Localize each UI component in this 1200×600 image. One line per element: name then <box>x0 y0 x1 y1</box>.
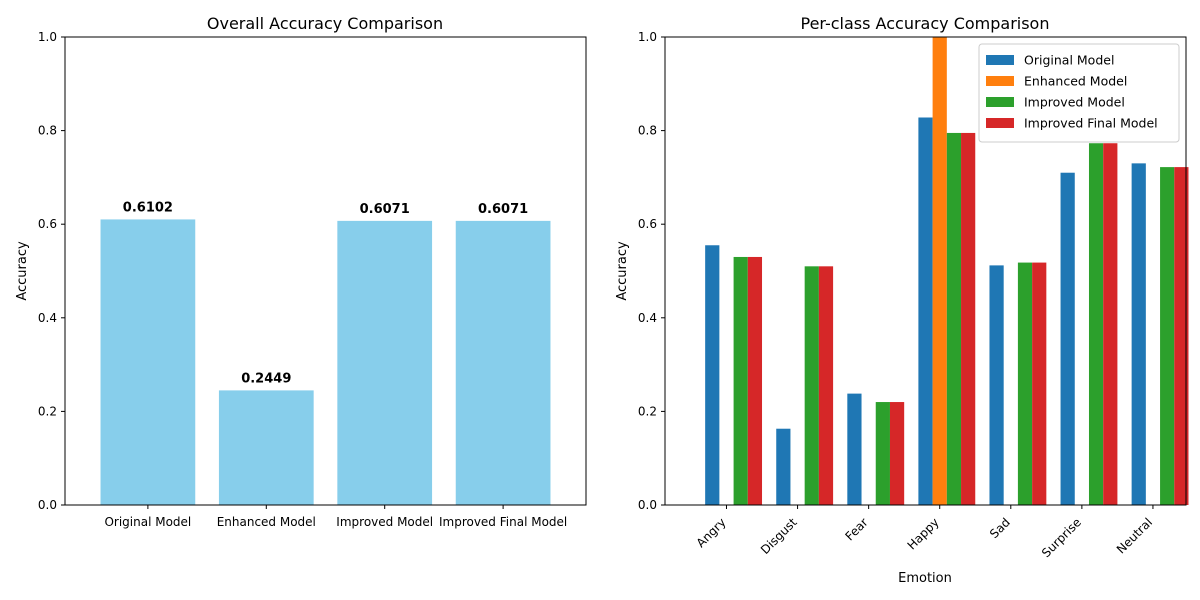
chart2-legend-label: Improved Final Model <box>1024 116 1158 131</box>
chart1-x-tick-label: Improved Final Model <box>439 515 567 529</box>
chart2-x-tick-label: Happy <box>905 515 942 552</box>
chart2-y-tick-label: 0.0 <box>638 498 657 512</box>
chart2-bar <box>747 256 763 505</box>
chart2-x-tick-label: Disgust <box>758 515 800 557</box>
chart1-bar <box>218 390 314 505</box>
chart2-title: Per-class Accuracy Comparison <box>801 14 1050 33</box>
chart2-x-tick-label: Fear <box>843 515 871 543</box>
chart1-axes-frame <box>64 36 587 506</box>
chart2-bars <box>705 37 1189 506</box>
chart2-bar <box>776 428 791 505</box>
chart2-bar <box>804 266 819 505</box>
chart1-x-tick-label: Original Model <box>104 515 191 529</box>
chart2-legend-label: Enhanced Model <box>1024 74 1127 89</box>
chart2-ylabel: Accuracy <box>615 241 630 301</box>
chart1-bar <box>337 220 433 505</box>
chart2-bar <box>1032 262 1047 505</box>
chart1-data-label: 0.2449 <box>241 371 291 386</box>
chart1-y-tick-label: 0.4 <box>38 311 57 325</box>
chart2-y-ticks: 0.0 0.2 0.4 0.6 0.8 1.0 <box>638 30 665 512</box>
chart2-bar <box>1060 172 1075 505</box>
chart1-data-label: 0.6102 <box>123 200 173 215</box>
chart1-y-ticks: 0.0 0.2 0.4 0.6 0.8 1.0 <box>38 30 65 512</box>
chart2-y-tick-label: 0.8 <box>638 124 657 138</box>
chart2-bar <box>705 245 720 505</box>
chart2-bar <box>889 402 905 505</box>
chart2-bar <box>1017 262 1033 505</box>
chart2-bar <box>989 265 1004 505</box>
chart1-data-labels: 0.6102 0.2449 0.6071 0.6071 <box>123 200 528 386</box>
overall-accuracy-chart: Overall Accuracy Comparison Accuracy 0.6… <box>15 14 587 529</box>
chart2-bar <box>847 393 862 505</box>
chart2-x-ticks: Angry Disgust Fear Happy Sad Surprise Neutral <box>694 505 1155 560</box>
chart2-legend-swatch <box>986 118 1014 128</box>
chart2-x-tick-label: Angry <box>694 515 729 550</box>
chart2-legend-swatch <box>986 97 1014 107</box>
chart2-axes-frame <box>664 36 1187 506</box>
chart2-legend-label: Original Model <box>1024 53 1114 68</box>
chart2-x-tick-label: Surprise <box>1039 515 1084 560</box>
chart1-y-tick-label: 0.2 <box>38 404 57 418</box>
chart2-bar <box>818 266 834 505</box>
chart1-y-tick-label: 0.8 <box>38 124 57 138</box>
chart2-legend: Original Model Enhanced Model Improved Mod… <box>978 43 1180 143</box>
chart2-legend-box <box>978 43 1180 143</box>
chart1-title: Overall Accuracy Comparison <box>207 14 443 33</box>
per-class-accuracy-chart: Per-class Accuracy Comparison Accuracy E… <box>615 14 1189 586</box>
chart1-bars <box>100 219 551 506</box>
chart1-y-tick-label: 0.6 <box>38 217 57 231</box>
chart2-legend-label: Improved Model <box>1024 95 1125 110</box>
chart2-x-tick-label: Neutral <box>1114 515 1155 556</box>
chart1-x-tick-label: Improved Model <box>336 515 433 529</box>
chart2-bar <box>961 132 976 505</box>
chart1-x-tick-label: Enhanced Model <box>217 515 316 529</box>
chart2-bar <box>1103 143 1118 505</box>
chart2-bar <box>946 132 962 505</box>
chart2-bar <box>733 256 748 505</box>
chart2-xlabel: Emotion <box>898 571 952 586</box>
chart2-x-tick-label: Sad <box>987 515 1013 541</box>
chart2-legend-swatch <box>986 76 1014 86</box>
chart1-x-ticks: Original Model Enhanced Model Improved Mod… <box>104 505 567 529</box>
chart2-y-tick-label: 0.6 <box>638 217 657 231</box>
chart2-bar <box>1174 167 1189 505</box>
chart2-bar <box>932 37 947 505</box>
chart2-bar <box>1160 167 1175 505</box>
chart1-ylabel: Accuracy <box>15 241 30 301</box>
chart1-bar <box>100 219 196 506</box>
chart1-data-label: 0.6071 <box>478 202 528 217</box>
chart2-bar <box>1131 163 1146 506</box>
chart2-legend-swatch <box>986 55 1014 65</box>
chart1-y-tick-label: 1.0 <box>38 30 57 44</box>
chart2-bar <box>1088 143 1104 505</box>
chart2-y-tick-label: 0.4 <box>638 311 657 325</box>
chart1-bar <box>455 220 551 505</box>
chart2-y-tick-label: 0.2 <box>638 404 657 418</box>
chart2-bar <box>918 117 933 505</box>
chart1-y-tick-label: 0.0 <box>38 498 57 512</box>
chart2-y-tick-label: 1.0 <box>638 30 657 44</box>
chart2-bar <box>875 402 890 505</box>
chart1-data-label: 0.6071 <box>360 202 410 217</box>
